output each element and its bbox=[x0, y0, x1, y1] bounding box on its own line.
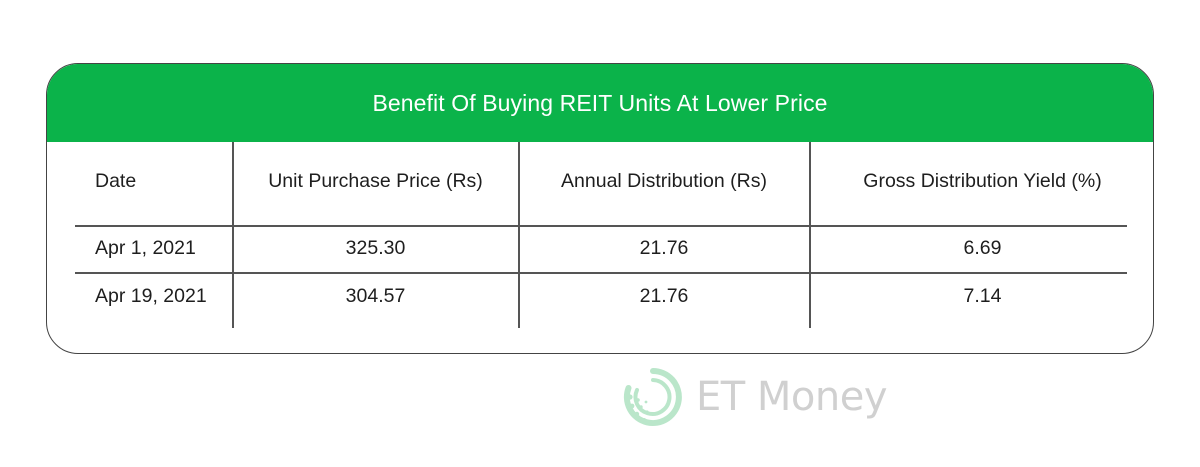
column-header-annual-distribution: Annual Distribution (Rs) bbox=[561, 170, 767, 192]
cell-unit-price: 304.57 bbox=[345, 285, 406, 307]
column-divider bbox=[809, 142, 811, 328]
cell-annual-distribution: 21.76 bbox=[639, 237, 689, 259]
reit-benefit-table: Benefit Of Buying REIT Units At Lower Pr… bbox=[46, 63, 1154, 354]
cell-date: Apr 1, 2021 bbox=[95, 237, 196, 259]
et-money-watermark: ET Money bbox=[622, 366, 888, 428]
cell-annual-distribution: 21.76 bbox=[639, 285, 689, 307]
cell-gross-yield: 7.14 bbox=[963, 285, 1002, 307]
table-grid: Date Unit Purchase Price (Rs) Annual Dis… bbox=[47, 142, 1153, 353]
watermark-text: ET Money bbox=[696, 374, 888, 420]
column-divider bbox=[518, 142, 520, 328]
column-header-date: Date bbox=[95, 170, 137, 192]
et-money-logo-icon bbox=[623, 368, 682, 426]
row-divider bbox=[75, 225, 1127, 227]
table-title: Benefit Of Buying REIT Units At Lower Pr… bbox=[47, 64, 1153, 142]
column-header-gross-yield: Gross Distribution Yield (%) bbox=[863, 170, 1102, 192]
cell-gross-yield: 6.69 bbox=[963, 237, 1002, 259]
cell-date: Apr 19, 2021 bbox=[95, 285, 207, 307]
column-divider bbox=[232, 142, 234, 328]
column-header-unit-price: Unit Purchase Price (Rs) bbox=[268, 170, 483, 192]
row-divider bbox=[75, 272, 1127, 274]
cell-unit-price: 325.30 bbox=[345, 237, 406, 259]
